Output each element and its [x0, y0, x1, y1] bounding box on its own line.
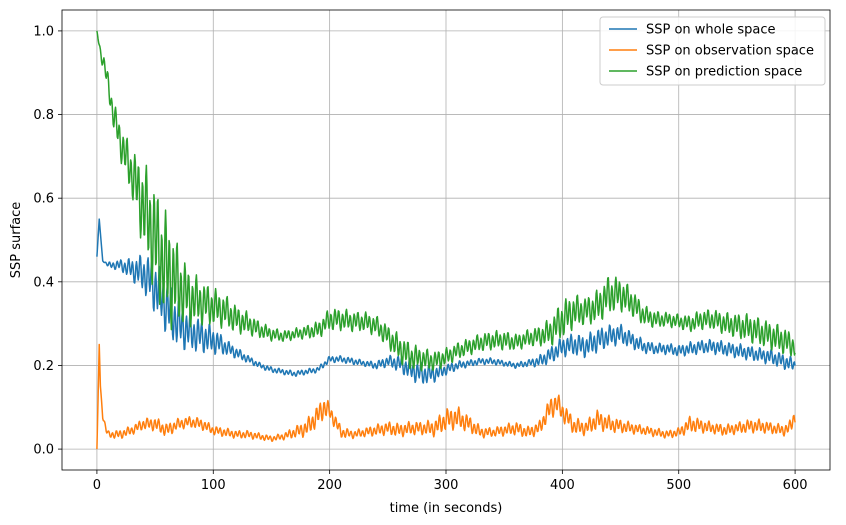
series-line-3	[96, 30, 796, 372]
y-tick-label: 0.8	[33, 108, 54, 123]
y-tick-label: 0.2	[33, 359, 54, 374]
x-tick-label: 600	[783, 478, 808, 493]
y-tick-label: 1.0	[33, 24, 54, 39]
series-layer	[96, 30, 796, 450]
x-tick-label: 0	[93, 478, 101, 493]
series-line-2	[96, 343, 796, 450]
x-tick-label: 400	[550, 478, 575, 493]
x-tick-label: 300	[434, 478, 459, 493]
legend-box	[599, 16, 826, 86]
legend: SSP on whole space SSP on observation spa…	[599, 16, 826, 86]
axis-ticks: 0 100 200 300 400 500 600 0.0 0.2 0.4 0.6 0.8 1.0	[33, 24, 807, 493]
x-tick-label: 200	[317, 478, 342, 493]
legend-label: SSP on whole space	[646, 23, 776, 38]
legend-label: SSP on prediction space	[646, 65, 802, 80]
y-axis-label: SSP surface	[9, 202, 24, 279]
y-tick-label: 0.6	[33, 192, 54, 207]
x-tick-label: 100	[201, 478, 226, 493]
y-tick-label: 0.0	[33, 443, 54, 458]
x-tick-label: 500	[666, 478, 691, 493]
x-axis-label: time (in seconds)	[390, 501, 503, 516]
legend-label: SSP on observation space	[646, 44, 814, 59]
series-line-1	[96, 218, 796, 384]
y-tick-label: 0.4	[33, 275, 54, 290]
